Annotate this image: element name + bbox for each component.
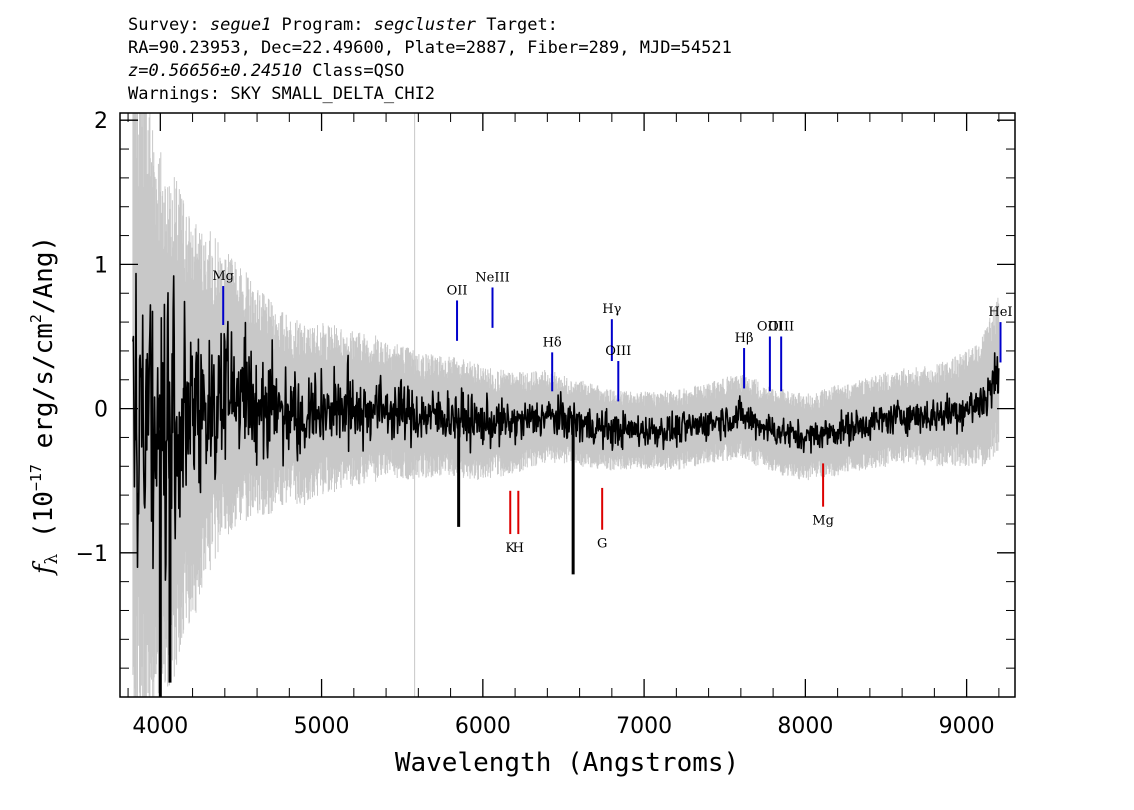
header-line-redshift: z=0.56656±0.24510 Class=QSO	[128, 60, 404, 82]
plot-frame	[119, 112, 1016, 698]
x-tick-label: 4000	[132, 714, 188, 739]
x-tick-label: 6000	[455, 714, 511, 739]
y-axis-end: /Ang)	[29, 236, 59, 314]
y-tick-label: 0	[94, 398, 108, 423]
x-tick-label: 8000	[777, 714, 833, 739]
header-line-coords: RA=90.23953, Dec=22.49600, Plate=2887, F…	[128, 38, 732, 58]
survey-name: segue1	[209, 15, 272, 35]
program-name: segcluster	[373, 15, 477, 35]
emission-line-label: Mg	[212, 269, 234, 284]
emission-line-label: OIII	[768, 320, 794, 335]
header-line-warnings: Warnings: SKY SMALL_DELTA_CHI2	[128, 84, 436, 104]
y-axis-exp2: 2	[27, 314, 45, 323]
absorption-line-label: Mg	[812, 514, 834, 529]
y-tick-label: 1	[94, 253, 108, 278]
y-axis-exp: −17	[27, 464, 45, 491]
y-axis-title: fλ (10−17 erg/s/cm2/Ang)	[27, 236, 62, 576]
emission-line-label: Hγ	[602, 302, 621, 317]
target-label: Target:	[476, 15, 558, 35]
emission-line-label: OIII	[757, 320, 783, 335]
redshift-value: z=0.56656±0.24510	[128, 61, 302, 81]
emission-line-label: OII	[447, 283, 468, 298]
header-line-survey: Survey: segue1 Program: segcluster Targe…	[128, 14, 558, 36]
x-tick-label: 9000	[939, 714, 995, 739]
emission-line-label: Hβ	[735, 331, 754, 346]
emission-line-label: HeI	[988, 305, 1012, 320]
y-axis-pre: (10	[29, 491, 59, 554]
flux-series	[132, 272, 1000, 697]
absorption-line-label: G	[597, 537, 607, 552]
y-axis-post: erg/s/cm	[29, 323, 59, 464]
program-prefix: Program:	[271, 15, 374, 35]
y-tick-label: 2	[94, 109, 108, 134]
emission-line-label: OIII	[605, 344, 631, 359]
y-axis-lambda: λ	[42, 554, 62, 565]
x-tick-label: 7000	[616, 714, 672, 739]
class-value: Class=QSO	[302, 61, 405, 81]
x-axis-title: Wavelength (Angstroms)	[395, 748, 739, 778]
emission-line-label: Hδ	[543, 335, 562, 350]
flux-line	[132, 272, 1000, 581]
axis-ticks: 4000 5000 6000 7000 8000 9000 −1 0 1 2	[76, 109, 1015, 739]
survey-prefix: Survey:	[128, 15, 210, 35]
emission-line-label: NeIII	[475, 270, 509, 285]
y-tick-label: −1	[76, 542, 108, 567]
absorption-line-label: K	[505, 541, 515, 556]
x-tick-label: 5000	[294, 714, 350, 739]
absorption-line-label: H	[513, 541, 524, 556]
